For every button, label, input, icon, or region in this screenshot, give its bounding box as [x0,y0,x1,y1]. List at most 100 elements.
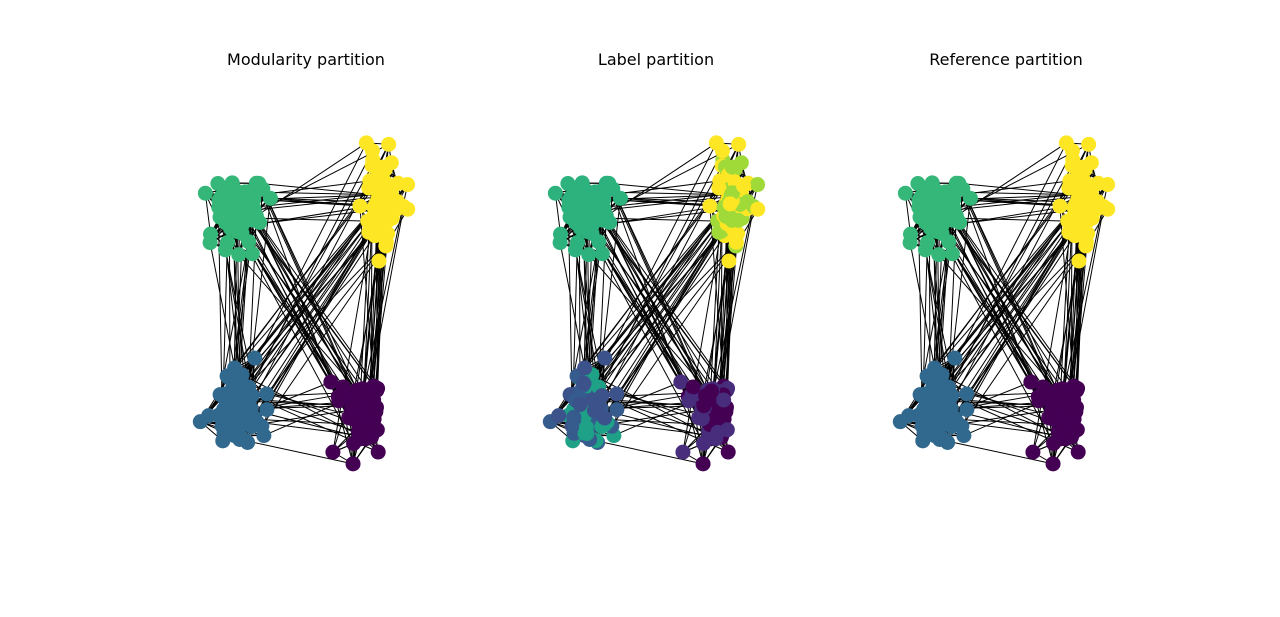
graph-edge [958,183,1059,404]
graph-node [897,185,913,201]
graph-node [1072,196,1088,212]
graph-edge [682,204,727,453]
graph-edge [954,407,1062,426]
graph-node [945,212,961,228]
graph-node [597,350,613,366]
graph-node [1031,393,1047,409]
graph-node [560,176,576,192]
graph-edge [941,374,1067,440]
graph-edge [590,201,720,409]
graph-node [370,444,386,460]
graph-edge [597,150,723,395]
graph-node [381,136,397,152]
graph-edge [612,188,719,414]
graph-node [702,198,718,214]
graph-node [584,225,600,241]
graph-edge [258,183,359,404]
graph-node [926,375,942,391]
graph-node [609,386,625,402]
graph-node [912,209,928,225]
graph-node [569,234,585,250]
panel-title-label: Label partition [597,50,715,69]
graph-node [902,226,918,242]
graph-node [229,426,245,442]
graph-node [1035,379,1051,395]
graph-edge [262,188,369,414]
graph-panel-modularity [192,135,416,472]
graph-node [216,409,232,425]
graph-node [547,185,563,201]
graph-node [1052,198,1068,214]
graph-node [947,410,963,426]
panel-title-modularity: Modularity partition [227,50,385,69]
graph-node [951,175,967,191]
graph-node [579,426,595,442]
graph-node [724,159,740,175]
graph-node [1046,436,1062,452]
graph-node [694,411,710,427]
graph-edge [229,242,387,405]
graph-edge [1062,184,1109,396]
graph-node [681,393,697,409]
graph-node [201,408,217,424]
graph-node [1081,136,1097,152]
graph-node [595,212,611,228]
graph-node [244,388,260,404]
graph-node [344,411,360,427]
graph-node [374,159,390,175]
graph-edge [966,242,1087,395]
graph-node [927,360,943,376]
graph-node [698,388,714,404]
graph-edge [584,144,740,436]
graph-node [922,397,938,413]
graph-edge [945,203,1078,389]
graph-node [346,436,362,452]
graph-node [901,408,917,424]
graph-node [566,409,582,425]
graph-node [944,388,960,404]
graph-node [1068,208,1084,224]
graph-node [1070,444,1086,460]
panel-title-reference: Reference partition [929,50,1083,69]
graph-node [247,410,263,426]
graph-node [675,444,691,460]
graph-node [210,176,226,192]
graph-node [562,209,578,225]
graph-node [335,379,351,395]
graph-node [916,409,932,425]
graph-node [910,176,926,192]
graph-node [323,374,339,390]
graph-edge [247,150,373,395]
graph-node [921,200,937,216]
graph-edge [608,183,709,404]
graph-node [1061,180,1077,196]
graph-edge [234,144,390,436]
graph-node [1069,422,1085,438]
graph-node [959,386,975,402]
graph-edge [332,204,377,453]
graph-node [750,201,766,217]
graph-node [959,402,975,418]
graph-node [711,180,727,196]
graph-node [251,175,267,191]
graph-node [1045,456,1061,472]
graph-node [551,408,567,424]
graph-edge [927,200,1080,378]
graph-node [369,422,385,438]
graph-node [573,221,589,237]
graph-node [696,436,712,452]
graph-edge [254,407,362,426]
graph-panel-label [542,135,766,472]
graph-node [245,212,261,228]
graph-node [223,221,239,237]
graph-edge [362,184,409,396]
graph-node [348,388,364,404]
graph-edge [604,407,712,426]
graph-edge [227,200,380,378]
graph-node [361,180,377,196]
graph-node [572,397,588,413]
graph-node [722,196,738,212]
graph-edge [577,200,730,378]
graph-node [352,198,368,214]
